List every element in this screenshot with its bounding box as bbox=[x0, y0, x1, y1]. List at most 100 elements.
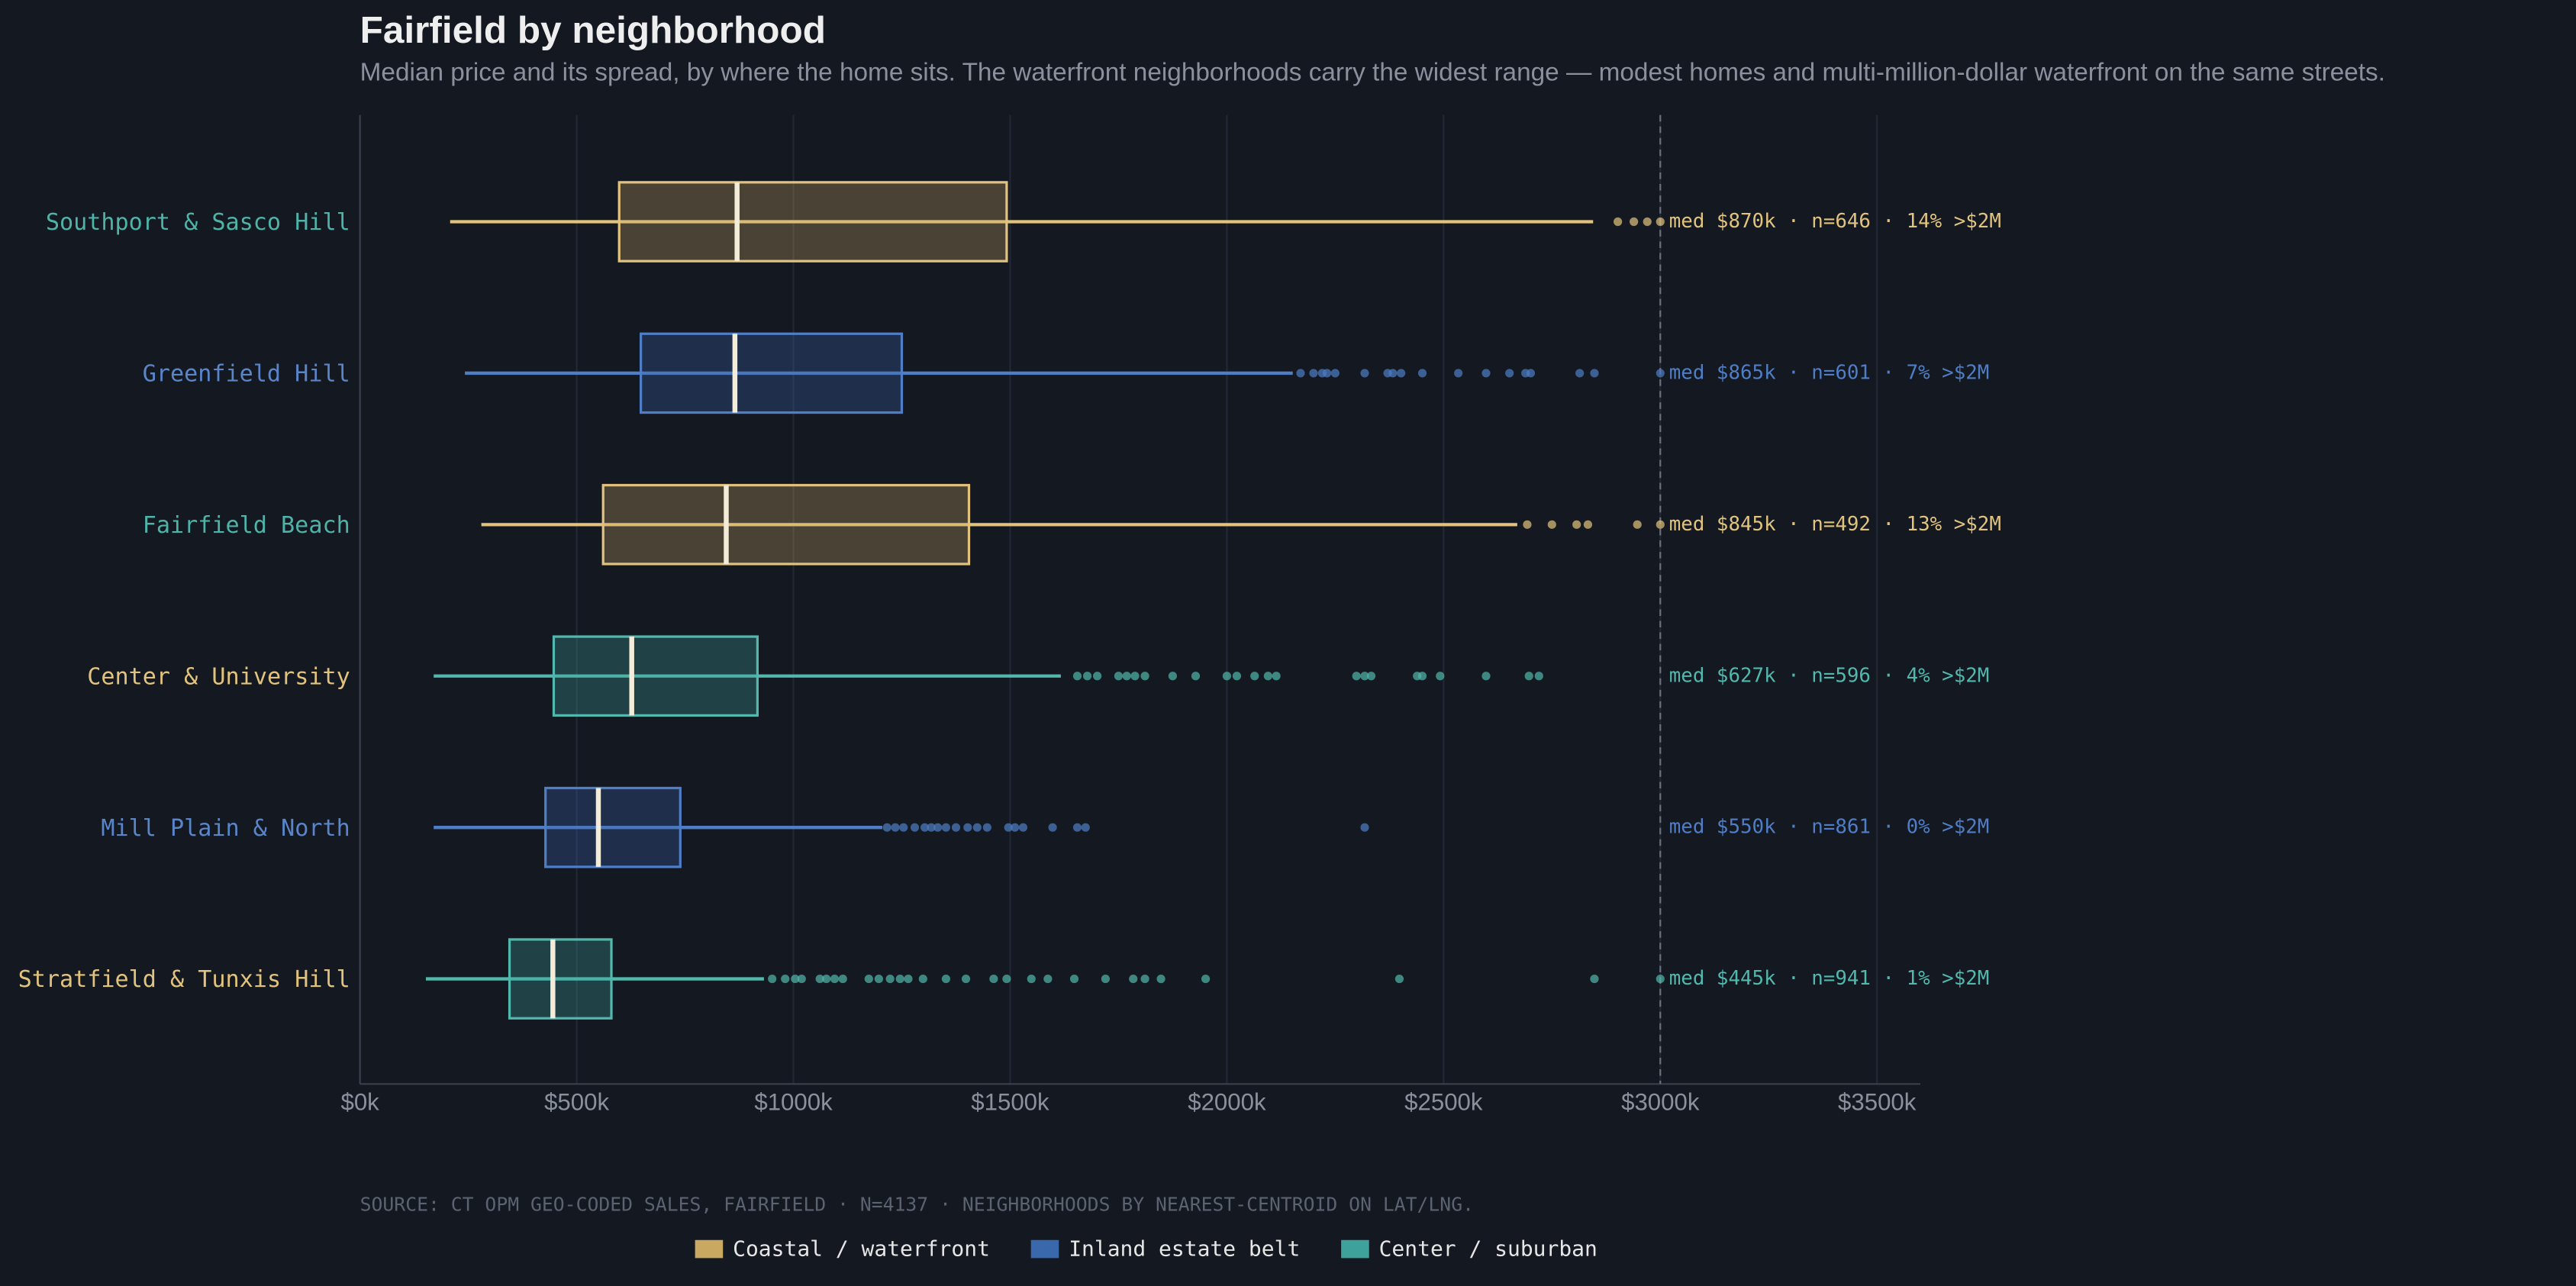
outlier bbox=[1072, 672, 1082, 681]
outlier bbox=[1352, 672, 1361, 681]
outlier bbox=[1018, 823, 1028, 832]
outlier bbox=[1643, 217, 1652, 227]
outlier bbox=[1656, 217, 1665, 227]
box-annotation: med $550k · n=861 · 0% >$2M bbox=[1669, 816, 1990, 839]
outlier bbox=[1156, 974, 1165, 984]
x-tick-label: $2000k bbox=[1188, 1088, 1266, 1115]
outlier bbox=[989, 974, 998, 984]
outlier bbox=[1656, 974, 1665, 984]
outlier bbox=[1481, 672, 1491, 681]
outlier bbox=[1027, 974, 1036, 984]
outlier bbox=[918, 974, 927, 984]
x-tick-label: $1000k bbox=[754, 1088, 833, 1115]
outlier bbox=[1081, 823, 1090, 832]
box-annotation: med $627k · n=596 · 4% >$2M bbox=[1669, 664, 1990, 687]
outlier bbox=[1394, 974, 1404, 984]
category-label: Center & University bbox=[87, 663, 350, 690]
outlier bbox=[1360, 823, 1369, 832]
outlier bbox=[864, 974, 873, 984]
box bbox=[617, 181, 1008, 263]
outlier bbox=[941, 823, 951, 832]
outlier bbox=[1575, 369, 1585, 378]
outlier bbox=[1048, 823, 1057, 832]
outlier bbox=[963, 823, 972, 832]
legend-swatch bbox=[1030, 1239, 1059, 1259]
legend-swatch bbox=[1341, 1239, 1369, 1259]
outlier bbox=[815, 974, 824, 984]
outlier bbox=[1526, 369, 1536, 378]
outlier bbox=[885, 974, 895, 984]
x-tick-label: $500k bbox=[544, 1088, 609, 1115]
outlier bbox=[822, 974, 831, 984]
legend-label: Coastal / waterfront bbox=[733, 1236, 990, 1262]
outlier bbox=[1101, 974, 1110, 984]
x-tick-label: $3000k bbox=[1621, 1088, 1700, 1115]
box bbox=[508, 938, 613, 1020]
outlier bbox=[941, 974, 951, 984]
outlier bbox=[910, 823, 920, 832]
outlier bbox=[1263, 672, 1272, 681]
outlier bbox=[1523, 520, 1532, 529]
outlier bbox=[1082, 672, 1092, 681]
outlier bbox=[1069, 974, 1079, 984]
chart-title: Fairfield by neighborhood bbox=[360, 9, 826, 51]
outlier bbox=[891, 823, 900, 832]
outlier bbox=[899, 823, 908, 832]
outlier bbox=[1140, 672, 1149, 681]
outlier bbox=[1093, 672, 1102, 681]
outlier bbox=[1129, 974, 1138, 984]
outlier bbox=[1360, 369, 1369, 378]
outlier bbox=[1191, 672, 1201, 681]
outlier bbox=[874, 974, 883, 984]
outlier bbox=[1004, 823, 1013, 832]
outlier bbox=[1330, 369, 1340, 378]
outlier bbox=[1633, 520, 1642, 529]
outlier bbox=[1232, 672, 1242, 681]
outlier bbox=[972, 823, 982, 832]
legend-label: Center / suburban bbox=[1379, 1236, 1598, 1262]
outlier bbox=[1388, 369, 1398, 378]
outlier bbox=[1043, 974, 1053, 984]
x-tick-label: $1500k bbox=[971, 1088, 1049, 1115]
outlier bbox=[1534, 672, 1543, 681]
outlier bbox=[1590, 974, 1599, 984]
outlier bbox=[1072, 823, 1082, 832]
category-label: Southport & Sasco Hill bbox=[46, 209, 350, 236]
outlier bbox=[1272, 672, 1281, 681]
box-annotation: med $870k · n=646 · 14% >$2M bbox=[1669, 210, 2001, 233]
x-tick-label: $0k bbox=[340, 1088, 379, 1115]
outlier bbox=[1417, 369, 1427, 378]
outlier bbox=[1630, 217, 1639, 227]
outlier bbox=[1572, 520, 1581, 529]
outlier bbox=[927, 823, 936, 832]
outlier bbox=[1360, 672, 1369, 681]
outlier bbox=[904, 974, 913, 984]
outlier bbox=[982, 823, 991, 832]
box bbox=[640, 332, 904, 414]
category-label: Mill Plain & North bbox=[101, 815, 350, 842]
box-annotation: med $445k · n=941 · 1% >$2M bbox=[1669, 967, 1990, 990]
outlier bbox=[1583, 520, 1593, 529]
outlier bbox=[1524, 672, 1533, 681]
outlier bbox=[1322, 369, 1332, 378]
category-label: Fairfield Beach bbox=[143, 512, 350, 539]
outlier bbox=[797, 974, 806, 984]
outlier bbox=[882, 823, 891, 832]
outlier bbox=[1296, 369, 1305, 378]
legend-swatch bbox=[695, 1239, 724, 1259]
x-tick-label: $2500k bbox=[1404, 1088, 1483, 1115]
box bbox=[544, 786, 682, 869]
outlier bbox=[1505, 369, 1514, 378]
box-annotation: med $865k · n=601 · 7% >$2M bbox=[1669, 361, 1990, 384]
outlier bbox=[1201, 974, 1211, 984]
outlier bbox=[781, 974, 790, 984]
box-annotation: med $845k · n=492 · 13% >$2M bbox=[1669, 513, 2001, 536]
outlier bbox=[920, 823, 930, 832]
outlier bbox=[1366, 672, 1376, 681]
outlier bbox=[1114, 672, 1124, 681]
outlier bbox=[933, 823, 943, 832]
outlier bbox=[1222, 672, 1231, 681]
outlier bbox=[838, 974, 847, 984]
outlier bbox=[1140, 974, 1149, 984]
